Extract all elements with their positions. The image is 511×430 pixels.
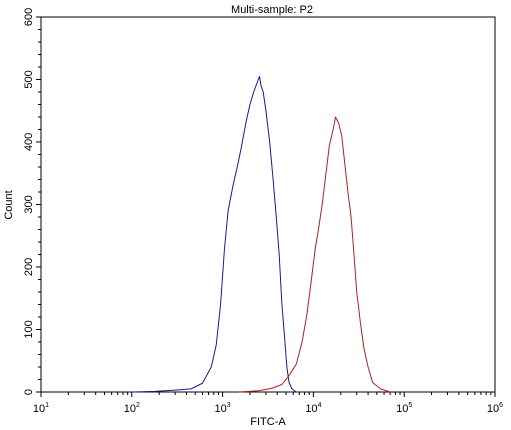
plot-frame [40, 16, 496, 393]
chart-title: Multi-sample: P2 [231, 4, 313, 16]
x-tick-base: 10 [33, 403, 45, 415]
x-tick-base: 10 [305, 403, 317, 415]
y-axis-title: Count [3, 190, 15, 219]
y-tick-label: 0 [23, 389, 35, 395]
series-layer [131, 75, 391, 393]
x-tick-label: 102 [124, 402, 140, 415]
x-tick-label: 105 [396, 402, 412, 415]
x-tick-label: 104 [305, 402, 321, 415]
y-axis: 0 100 200 300 400 500 600 [23, 8, 41, 395]
x-tick-base: 10 [124, 403, 136, 415]
histogram-series-line-1 [131, 75, 297, 393]
x-tick-exponent: 1 [45, 402, 49, 409]
y-tick-label: 300 [23, 195, 35, 213]
y-tick-label: 600 [23, 8, 35, 26]
x-tick-exponent: 5 [408, 402, 412, 409]
y-tick-label: 400 [23, 133, 35, 151]
x-tick-base: 10 [396, 403, 408, 415]
x-tick-base: 10 [487, 403, 499, 415]
x-tick-exponent: 6 [499, 402, 503, 409]
x-tick-label: 103 [215, 402, 231, 415]
histogram-series-line-2 [238, 116, 391, 393]
y-tick-label: 500 [23, 70, 35, 88]
y-tick-label: 100 [23, 320, 35, 338]
x-axis-title: FITC-A [250, 416, 286, 428]
x-tick-exponent: 3 [227, 402, 231, 409]
y-tick-label: 200 [23, 258, 35, 276]
x-tick-exponent: 4 [318, 402, 322, 409]
x-tick-label: 106 [487, 402, 503, 415]
x-tick-label: 101 [33, 402, 49, 415]
x-tick-exponent: 2 [136, 402, 140, 409]
x-axis: 101 102 103 104 105 106 [33, 392, 503, 415]
x-tick-base: 10 [215, 403, 227, 415]
